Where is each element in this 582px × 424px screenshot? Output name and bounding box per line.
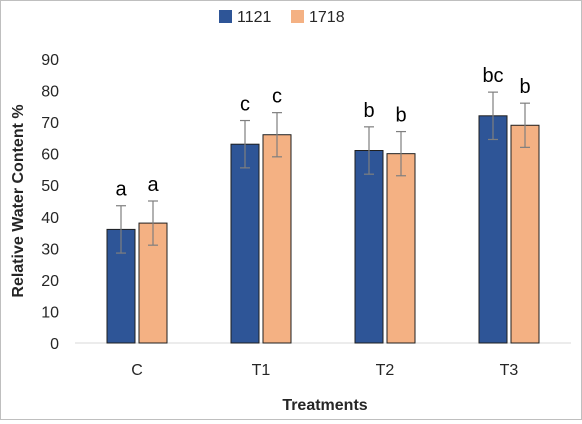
bar xyxy=(230,143,260,344)
x-tick-label: C xyxy=(131,362,143,379)
legend-swatch-1718 xyxy=(291,10,304,23)
y-tick-label: 20 xyxy=(41,273,59,290)
y-tick-label: 80 xyxy=(41,84,59,101)
significance-label: b xyxy=(363,100,374,122)
significance-label: b xyxy=(395,105,406,127)
bar xyxy=(386,153,416,344)
y-tick-label: 40 xyxy=(41,210,59,227)
y-tick-label: 0 xyxy=(50,336,59,353)
significance-label: bc xyxy=(482,65,503,87)
y-tick-label: 50 xyxy=(41,178,59,195)
y-axis-title: Relative Water Content % xyxy=(10,104,27,297)
y-tick-label: 10 xyxy=(41,304,59,321)
x-tick-label: T2 xyxy=(376,362,395,379)
legend-swatch-1121 xyxy=(219,10,232,23)
y-tick-label: 70 xyxy=(41,115,59,132)
x-tick-label: T3 xyxy=(500,362,519,379)
x-axis-title: Treatments xyxy=(282,397,367,414)
bar xyxy=(510,124,540,344)
bar xyxy=(354,150,384,344)
significance-label: c xyxy=(272,86,282,108)
y-tick-label: 30 xyxy=(41,241,59,258)
bar xyxy=(262,134,292,344)
legend-label-1718: 1718 xyxy=(309,9,345,26)
bar xyxy=(478,115,508,344)
significance-label: c xyxy=(240,94,250,116)
x-tick-label: T1 xyxy=(252,362,271,379)
significance-label: a xyxy=(115,179,127,201)
legend-label-1121: 1121 xyxy=(237,9,272,26)
legend: 1121 1718 xyxy=(219,9,345,26)
significance-label: a xyxy=(147,174,159,196)
y-tick-label: 90 xyxy=(41,52,59,69)
significance-label: b xyxy=(519,76,530,98)
y-tick-label: 60 xyxy=(41,147,59,164)
